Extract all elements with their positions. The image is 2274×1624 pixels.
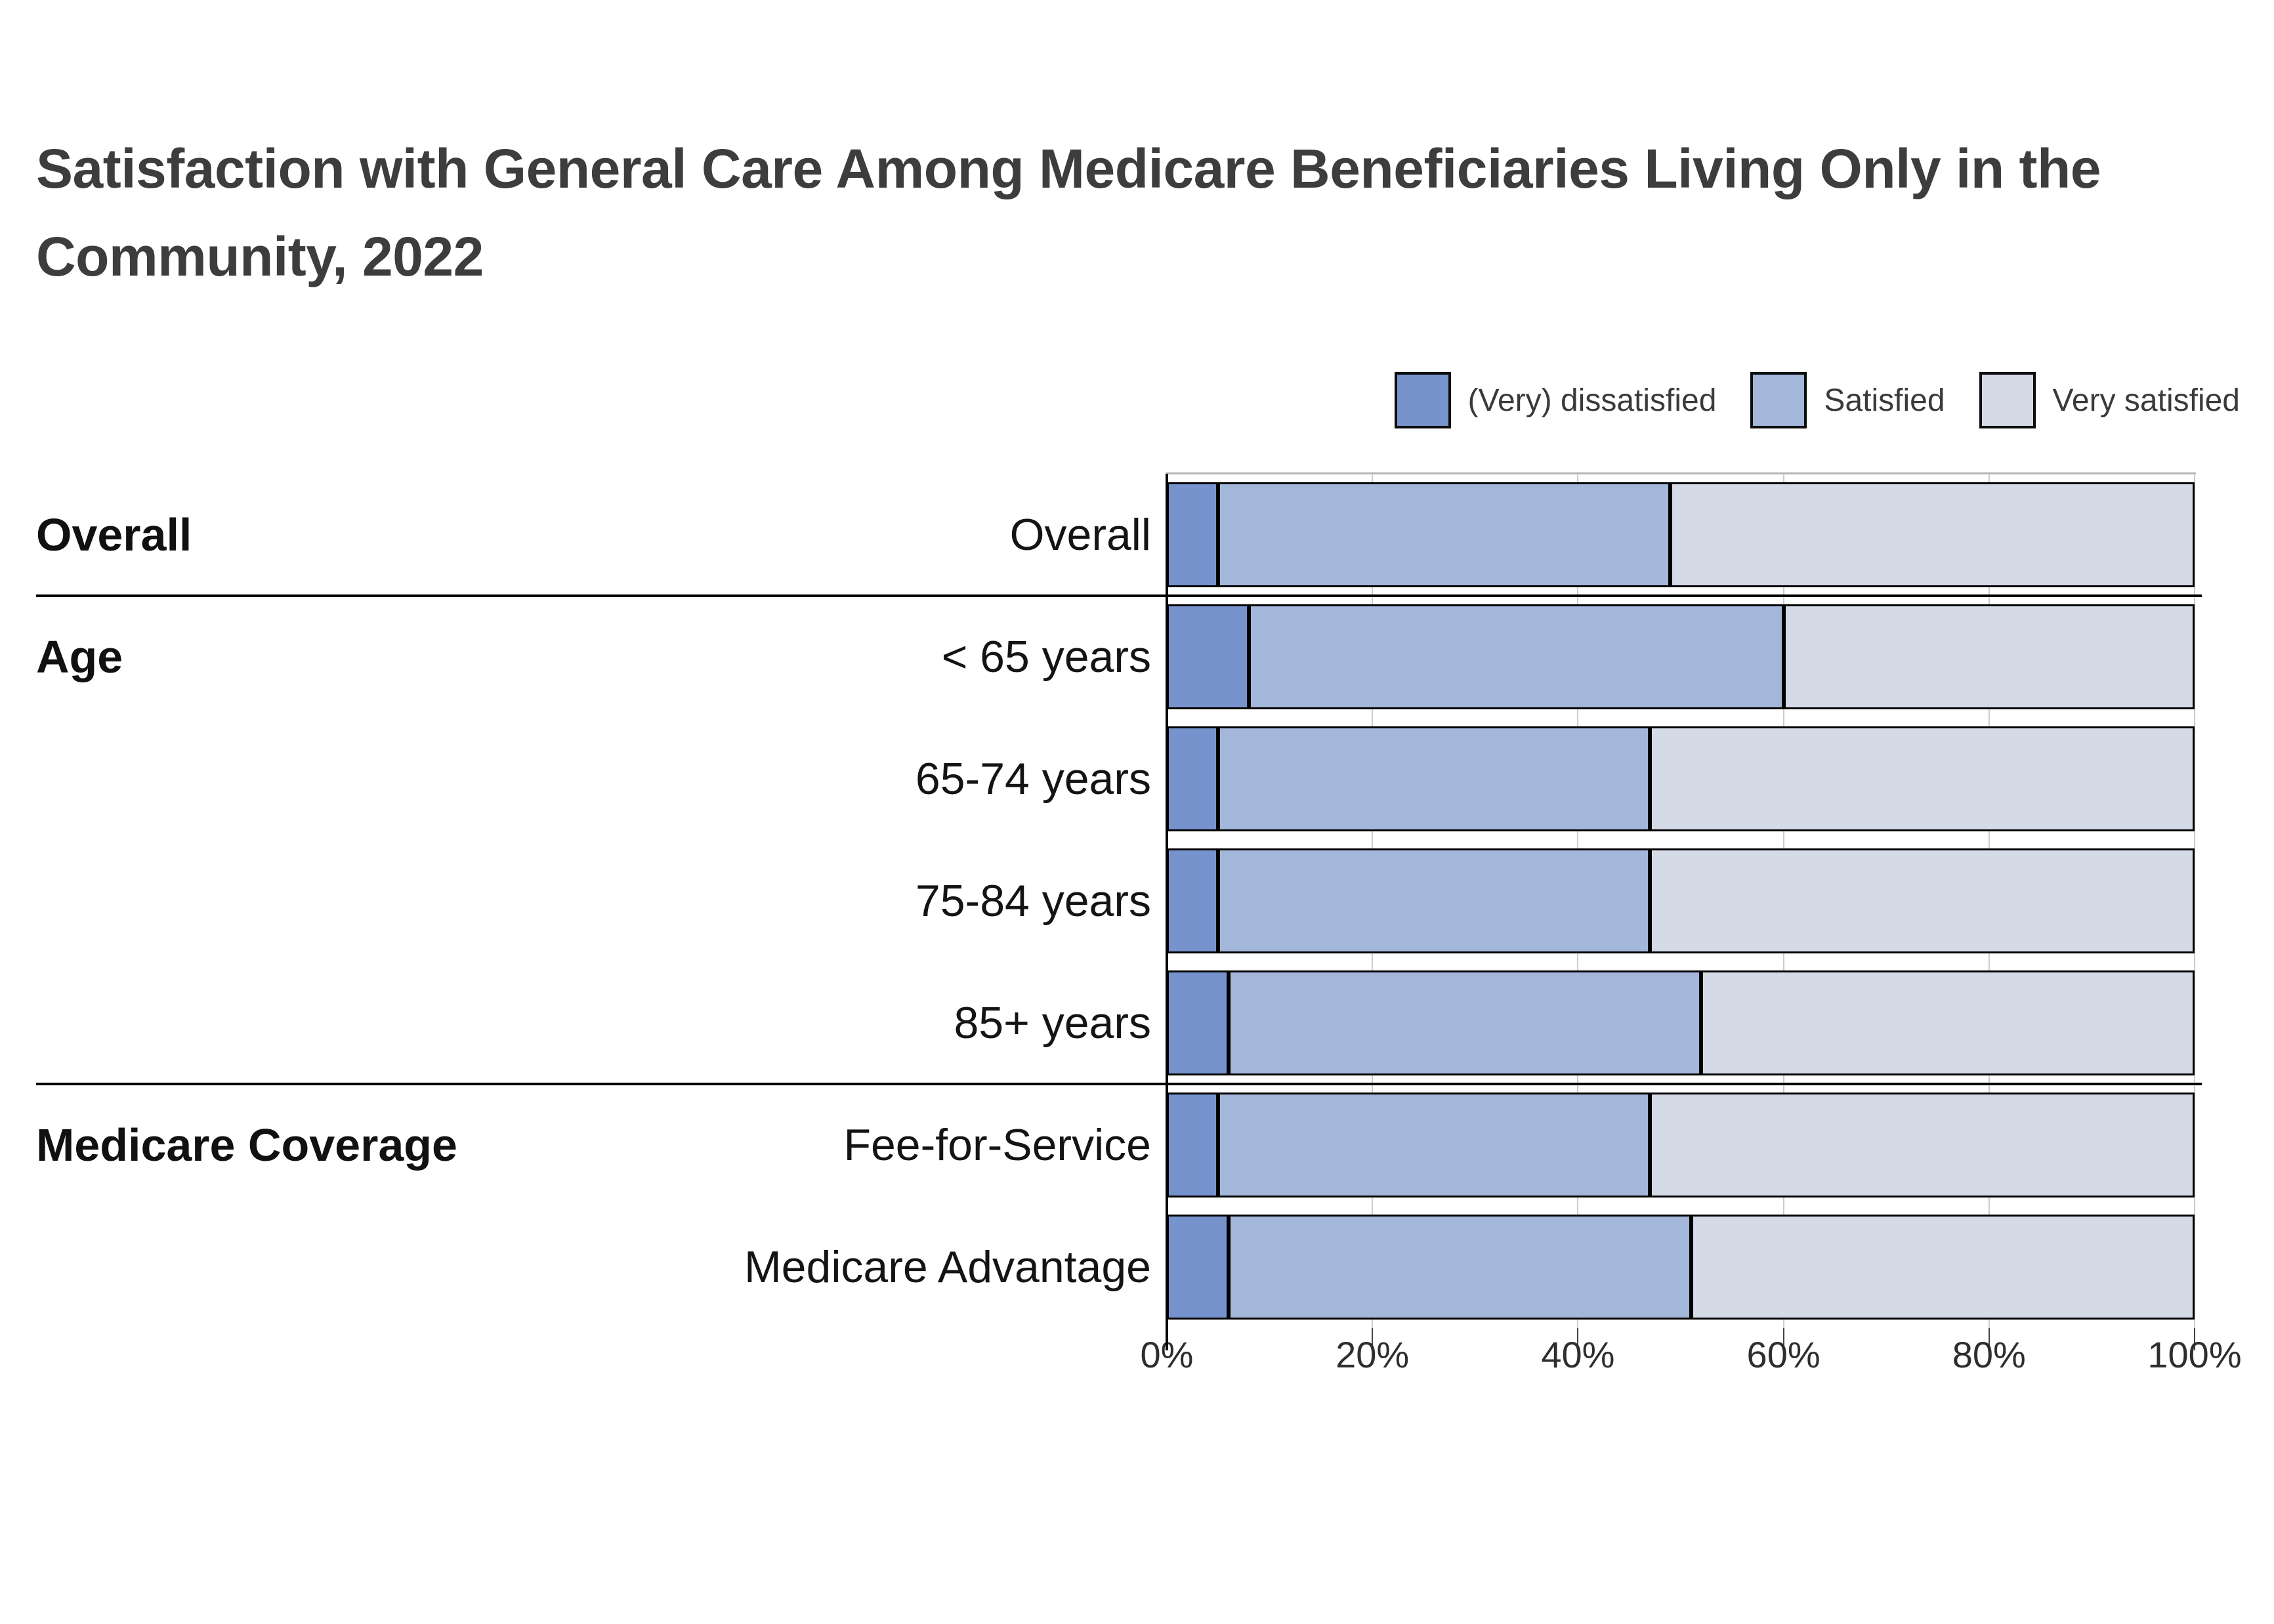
- bar-segment-very-dissatisfied: [1167, 604, 1250, 709]
- legend-swatch-very-dissatisfied-icon: [1394, 372, 1451, 428]
- category-label-medicare-advantage: Medicare Advantage: [744, 1242, 1151, 1292]
- bar-row-75-84-years: [1167, 848, 2195, 953]
- axis-tick: [1577, 1328, 1579, 1350]
- bar-segment-satisfied: [1218, 1093, 1651, 1197]
- bar-segment-satisfied: [1249, 604, 1784, 709]
- category-label-65-years: < 65 years: [941, 632, 1151, 682]
- plot-top-border: [1166, 472, 2196, 474]
- legend-swatch-satisfied-icon: [1750, 372, 1807, 428]
- group-label-age: Age: [36, 631, 123, 682]
- group-label-overall: Overall: [36, 509, 192, 560]
- bar-segment-very-satisfied: [1691, 1215, 2195, 1320]
- group-separator: [36, 594, 2202, 597]
- category-label-overall: Overall: [1009, 510, 1151, 560]
- legend-item-satisfied: Satisfied: [1750, 372, 1945, 428]
- category-label-75-84-years: 75-84 years: [915, 876, 1151, 926]
- axis-tick: [1372, 1328, 1374, 1350]
- axis-tick: [1782, 1328, 1784, 1350]
- bar-row-65-years: [1167, 604, 2195, 709]
- x-axis-tick-label: 80%: [1952, 1334, 2026, 1375]
- bar-segment-very-satisfied: [1670, 482, 2195, 587]
- bar-segment-satisfied: [1228, 970, 1702, 1075]
- bar-segment-very-dissatisfied: [1167, 726, 1219, 831]
- bar-row-fee-for-service: [1167, 1093, 2195, 1197]
- bar-segment-satisfied: [1228, 1215, 1691, 1320]
- bar-segment-very-satisfied: [1650, 726, 2195, 831]
- bar-row-overall: [1167, 482, 2195, 587]
- x-axis-tick-label: 100%: [2147, 1334, 2242, 1375]
- bar-segment-very-dissatisfied: [1167, 970, 1229, 1075]
- chart-title: Satisfaction with General Care Among Med…: [36, 138, 2101, 287]
- category-label-85-years: 85+ years: [954, 998, 1151, 1048]
- x-axis-tick-label: 60%: [1746, 1334, 1821, 1375]
- gridline: [2194, 474, 2195, 1328]
- bar-segment-very-satisfied: [1701, 970, 2195, 1075]
- bar-segment-satisfied: [1218, 726, 1651, 831]
- bar-segment-very-satisfied: [1650, 848, 2195, 953]
- bar-segment-very-satisfied: [1783, 604, 2195, 709]
- bar-segment-satisfied: [1218, 482, 1671, 587]
- bar-row-65-74-years: [1167, 726, 2195, 831]
- x-axis-tick-label: 20%: [1336, 1334, 1410, 1375]
- axis-tick: [1988, 1328, 1990, 1350]
- group-separator: [36, 1083, 2202, 1085]
- bar-row-medicare-advantage: [1167, 1215, 2195, 1320]
- legend-label: Very satisfied: [2052, 383, 2240, 418]
- legend-item-very-dissatisfied: (Very) dissatisfied: [1394, 372, 1717, 428]
- bar-segment-very-dissatisfied: [1167, 848, 1219, 953]
- legend-item-very-satisfied: Very satisfied: [1979, 372, 2240, 428]
- x-axis-tick-label: 40%: [1541, 1334, 1615, 1375]
- bar-segment-very-dissatisfied: [1167, 482, 1219, 587]
- legend-swatch-very-satisfied-icon: [1979, 372, 2036, 428]
- legend-label: (Very) dissatisfied: [1467, 383, 1717, 418]
- bar-row-85-years: [1167, 970, 2195, 1075]
- bar-segment-very-dissatisfied: [1167, 1215, 1229, 1320]
- axis-tick: [2194, 1328, 2195, 1350]
- bar-segment-very-dissatisfied: [1167, 1093, 1219, 1197]
- legend-label: Satisfied: [1824, 383, 1945, 418]
- category-label-65-74-years: 65-74 years: [915, 754, 1151, 804]
- group-label-medicare-coverage: Medicare Coverage: [36, 1119, 457, 1171]
- bar-segment-very-satisfied: [1650, 1093, 2195, 1197]
- category-label-fee-for-service: Fee-for-Service: [843, 1120, 1151, 1170]
- chart-legend: (Very) dissatisfied Satisfied Very satisfi…: [1394, 372, 2240, 428]
- bar-segment-satisfied: [1218, 848, 1651, 953]
